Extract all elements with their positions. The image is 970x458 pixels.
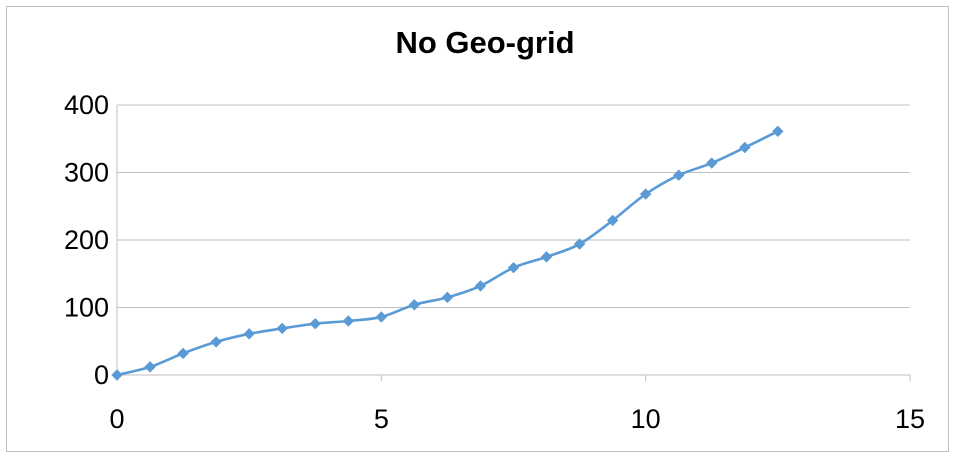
x-tick-label: 5 <box>374 404 389 434</box>
x-tick-label: 0 <box>109 404 124 434</box>
data-point <box>507 261 520 274</box>
data-point <box>342 315 354 327</box>
data-point <box>673 169 685 181</box>
data-point <box>772 125 784 138</box>
data-point <box>375 311 388 323</box>
chart-frame <box>6 6 949 452</box>
data-point <box>441 291 454 304</box>
chart-title: No Geo-grid <box>395 25 575 60</box>
data-point <box>309 317 321 330</box>
x-tick-label: 10 <box>631 404 661 434</box>
data-point <box>606 214 619 227</box>
data-point <box>177 347 189 360</box>
data-points <box>111 125 784 381</box>
data-point <box>111 369 123 381</box>
y-tick-label: 0 <box>94 360 109 390</box>
y-tick-label: 200 <box>64 225 109 255</box>
axes <box>116 105 911 381</box>
data-point <box>144 361 156 373</box>
data-point <box>243 328 255 340</box>
data-point <box>474 280 487 292</box>
data-point <box>739 141 751 154</box>
y-tick-label: 400 <box>64 90 109 120</box>
data-point <box>706 157 718 169</box>
y-tick-label: 300 <box>64 158 109 188</box>
data-point <box>276 322 288 335</box>
x-tick-label: 15 <box>895 404 925 434</box>
data-point <box>639 188 652 200</box>
data-point <box>573 238 586 250</box>
gridlines <box>117 104 910 308</box>
data-point <box>210 336 222 348</box>
data-point <box>540 251 553 263</box>
tick-labels: 0 100 200 300 400 0 5 10 15 <box>64 90 925 434</box>
y-tick-label: 100 <box>64 293 109 323</box>
data-point <box>408 299 421 311</box>
